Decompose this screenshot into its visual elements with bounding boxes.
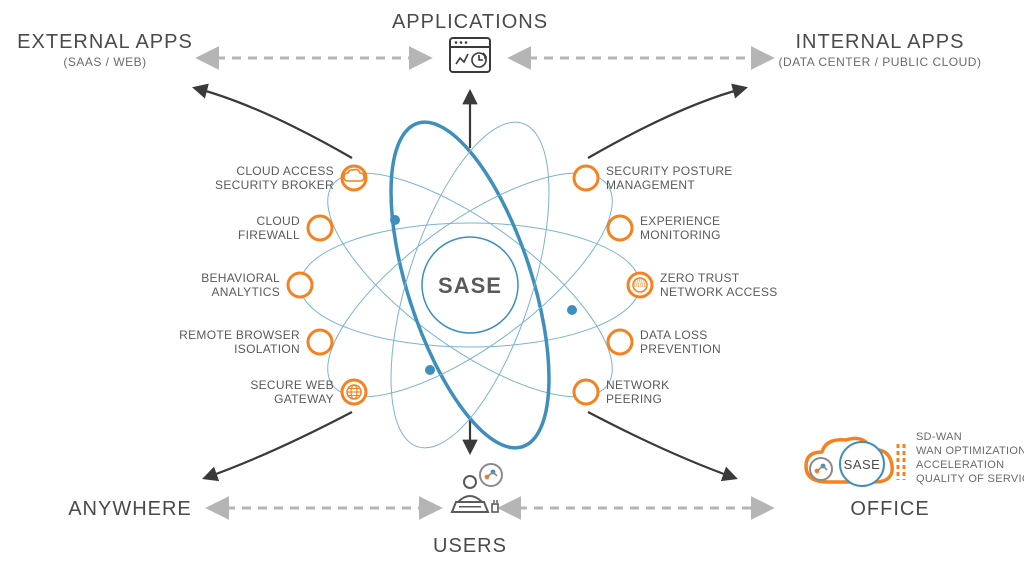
node-label-ztna-0: ZERO TRUST [660,271,740,285]
sase-mini-label: SASE [844,457,881,472]
node-label-swg-1: GATEWAY [274,392,334,406]
svg-text:1010: 1010 [634,279,646,285]
node-dlp: DATA LOSSPREVENTION [608,328,721,356]
node-label-exm-0: EXPERIENCE [640,214,720,228]
node-label-np-0: NETWORK [606,378,669,392]
node-label-spm-0: SECURITY POSTURE [606,164,733,178]
node-label-casb-0: CLOUD ACCESS [236,164,334,178]
node-label-ba-0: BEHAVIORAL [201,271,280,285]
node-spm: SECURITY POSTUREMANAGEMENT [574,164,733,192]
users-title: USERS [433,535,507,557]
center-label: SASE [438,273,502,298]
sase-mini-line-3: QUALITY OF SERVICE [916,473,1024,485]
anywhere-title: ANYWHERE [68,498,192,520]
sase-diagram: APPLICATIONS EXTERNAL APPS (SAAS / WEB) … [0,0,1024,569]
node-label-dlp-1: PREVENTION [640,342,721,356]
sase-mini-line-1: WAN OPTIMIZATION [916,445,1024,457]
node-label-rbi-0: REMOTE BROWSER [179,328,300,342]
node-swg: SECURE WEBGATEWAY [250,378,366,406]
node-np: NETWORKPEERING [574,378,669,406]
node-label-casb-1: SECURITY BROKER [215,178,334,192]
internal-apps-sub: (DATA CENTER / PUBLIC CLOUD) [779,55,982,69]
sase-mini-lines: SD-WAN WAN OPTIMIZATION ACCELERATION QUALIT… [916,431,1024,485]
node-rbi: REMOTE BROWSERISOLATION [179,328,332,356]
sase-mini-icon: SASE [806,438,904,486]
external-apps-sub: (SAAS / WEB) [63,55,146,69]
node-label-cfw-0: CLOUD [256,214,300,228]
node-label-swg-0: SECURE WEB [250,378,334,392]
node-exm: EXPERIENCEMONITORING [608,214,721,242]
node-ztna: 01011010ZERO TRUSTNETWORK ACCESS [628,271,778,299]
sase-mini-line-2: ACCELERATION [916,459,1004,471]
node-ba: BEHAVIORALANALYTICS [201,271,312,299]
sase-mini-line-0: SD-WAN [916,431,962,443]
node-label-np-1: PEERING [606,392,662,406]
applications-icon [450,38,490,72]
node-casb: CLOUD ACCESSSECURITY BROKER [215,164,366,192]
external-apps-title: EXTERNAL APPS [17,31,193,53]
node-label-exm-1: MONITORING [640,228,721,242]
node-label-ba-1: ANALYTICS [212,285,281,299]
node-label-rbi-1: ISOLATION [234,342,300,356]
node-label-spm-1: MANAGEMENT [606,178,695,192]
node-label-ztna-1: NETWORK ACCESS [660,285,778,299]
applications-title: APPLICATIONS [392,11,548,33]
office-title: OFFICE [850,498,929,520]
users-icon [452,464,502,512]
node-cfw: CLOUDFIREWALL [238,214,332,242]
node-label-dlp-0: DATA LOSS [640,328,708,342]
internal-apps-title: INTERNAL APPS [796,31,965,53]
node-label-cfw-1: FIREWALL [238,228,300,242]
